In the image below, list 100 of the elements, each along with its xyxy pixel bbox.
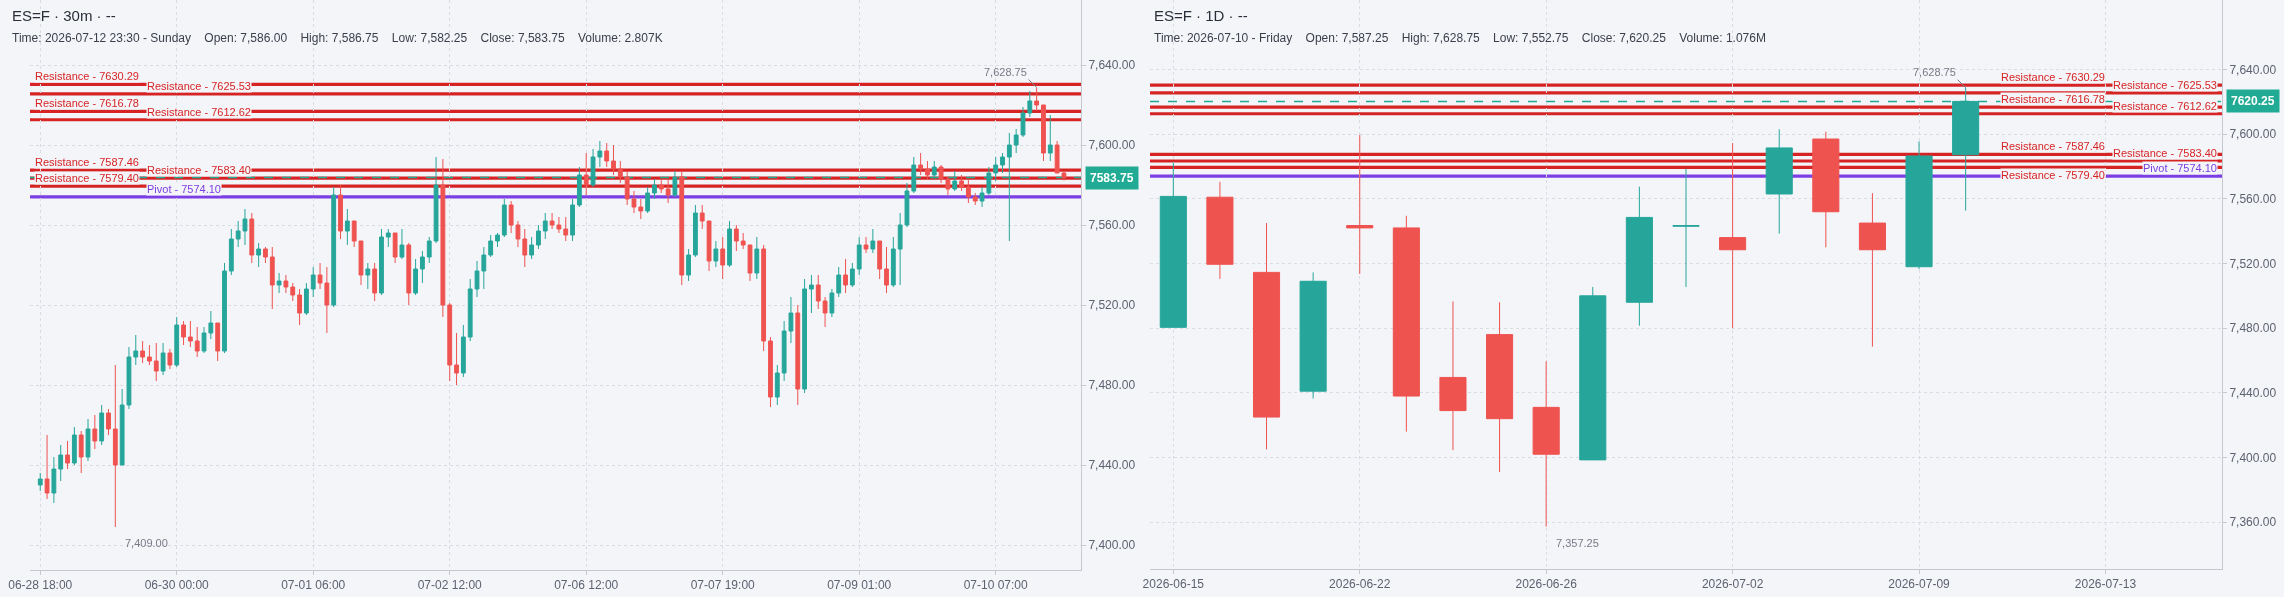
candlestick bbox=[413, 258, 419, 296]
candlestick bbox=[1625, 186, 1653, 327]
candlestick bbox=[187, 320, 193, 348]
y-tick-label: 7,520.00 bbox=[1088, 298, 1136, 313]
candlestick bbox=[692, 204, 698, 258]
candlestick bbox=[809, 274, 814, 314]
candlestick bbox=[160, 342, 166, 376]
candlestick bbox=[78, 430, 84, 474]
candlestick bbox=[460, 324, 466, 378]
candlestick bbox=[372, 262, 378, 302]
candlestick bbox=[51, 456, 57, 504]
candlestick bbox=[856, 236, 862, 276]
y-tick-label: 7,560.00 bbox=[1088, 218, 1136, 233]
ref-line-label: Resistance - 7625.53 bbox=[2113, 79, 2217, 91]
candlestick bbox=[1579, 286, 1607, 461]
candlestick bbox=[542, 212, 548, 240]
candlestick bbox=[720, 236, 726, 280]
candlestick bbox=[399, 228, 405, 260]
y-tick-label: 7,640.00 bbox=[2229, 62, 2277, 77]
y-tick-label: 7,400.00 bbox=[1088, 538, 1136, 553]
candlestick bbox=[795, 304, 801, 406]
candlestick bbox=[331, 186, 337, 308]
x-tick-label: 2026-06-26 bbox=[1515, 577, 1578, 592]
candlestick bbox=[37, 472, 43, 492]
candlestick bbox=[877, 240, 883, 280]
candlestick bbox=[1532, 360, 1560, 528]
candlestick bbox=[1439, 300, 1467, 451]
y-tick-label: 7,600.00 bbox=[2229, 127, 2277, 142]
candlestick bbox=[972, 192, 978, 206]
candlestick bbox=[536, 224, 541, 250]
candlestick bbox=[679, 170, 685, 286]
candlestick bbox=[454, 332, 459, 386]
candlestick bbox=[147, 344, 152, 366]
candlestick bbox=[167, 348, 173, 370]
candlestick bbox=[1206, 181, 1234, 280]
candlestick bbox=[174, 316, 180, 368]
x-tick-label: 2026-06-22 bbox=[1329, 577, 1391, 592]
candlestick bbox=[645, 186, 651, 214]
candlestick bbox=[501, 198, 507, 238]
ref-line-label: Resistance - 7579.40 bbox=[2001, 169, 2105, 181]
candlestick bbox=[918, 152, 924, 176]
candlestick bbox=[112, 364, 118, 528]
candlestick bbox=[71, 426, 77, 466]
candlestick bbox=[829, 288, 835, 318]
candlestick bbox=[802, 278, 808, 394]
ref-line-label: 7583.75 bbox=[1090, 171, 1134, 185]
x-tick-label: 07-10 07:00 bbox=[963, 578, 1029, 593]
candlestick bbox=[153, 342, 159, 382]
candlestick bbox=[1252, 222, 1281, 450]
candlestick bbox=[959, 174, 964, 192]
x-tick-label: 06-30 00:00 bbox=[144, 578, 210, 593]
candlestick bbox=[563, 216, 569, 242]
candlestick bbox=[420, 250, 425, 284]
candlestick bbox=[263, 246, 268, 264]
candlestick bbox=[447, 302, 453, 382]
candlestick bbox=[106, 408, 111, 436]
candlestick bbox=[1047, 114, 1053, 162]
candlestick bbox=[44, 434, 50, 500]
y-tick-label: 7,480.00 bbox=[1088, 378, 1136, 393]
candlestick bbox=[488, 234, 494, 258]
candlestick bbox=[1905, 140, 1933, 270]
candlestick bbox=[1041, 104, 1046, 162]
ref-line-label: Resistance - 7630.29 bbox=[35, 70, 139, 82]
candlestick bbox=[283, 274, 289, 294]
text: Time: 2026-07-12 23:30 - Sunday Open: 7,586.00 High: 7,586.75 Low: 7,582.25 Close: 7,583.75 Volume: 2.807K bbox=[12, 31, 663, 45]
x-tick-label: 07-07 19:00 bbox=[690, 578, 756, 593]
candlestick bbox=[194, 326, 200, 358]
candlestick bbox=[754, 236, 760, 280]
candlestick bbox=[1672, 168, 1700, 288]
candlestick bbox=[1719, 142, 1747, 329]
candlestick bbox=[228, 228, 234, 276]
candlestick bbox=[1034, 87, 1040, 112]
candlestick bbox=[303, 282, 309, 316]
ref-line-label: Resistance - 7583.40 bbox=[2113, 147, 2217, 159]
candlestick bbox=[365, 262, 371, 290]
candlestick bbox=[92, 414, 98, 450]
candlestick bbox=[426, 236, 432, 264]
annotation: 7,628.75 bbox=[1913, 66, 1956, 78]
candlestick bbox=[617, 160, 623, 184]
candlestick bbox=[1159, 161, 1187, 328]
y-tick-label: 7,560.00 bbox=[2229, 192, 2277, 207]
candlestick bbox=[1812, 131, 1840, 248]
annotation: 7,409.00 bbox=[125, 537, 168, 549]
ref-line-label: Pivot - 7574.10 bbox=[147, 183, 221, 195]
candlestick bbox=[344, 208, 350, 246]
ref-line-label: Resistance - 7583.40 bbox=[147, 164, 251, 176]
x-tick-label: 07-02 12:00 bbox=[417, 578, 483, 593]
ref-line-label: Resistance - 7616.78 bbox=[35, 97, 139, 109]
candlestick bbox=[269, 246, 275, 310]
candlestick bbox=[1486, 301, 1514, 473]
candlestick bbox=[733, 224, 739, 252]
candlestick bbox=[495, 232, 500, 248]
candlestick bbox=[925, 160, 930, 180]
candlestick bbox=[822, 296, 828, 328]
ref-line-label: Resistance - 7612.62 bbox=[2113, 100, 2217, 112]
candlestick bbox=[652, 178, 657, 200]
candlestick bbox=[890, 236, 896, 288]
candlestick bbox=[665, 178, 671, 204]
annotation: 7,357.25 bbox=[1556, 537, 1599, 549]
candlestick bbox=[276, 272, 282, 294]
